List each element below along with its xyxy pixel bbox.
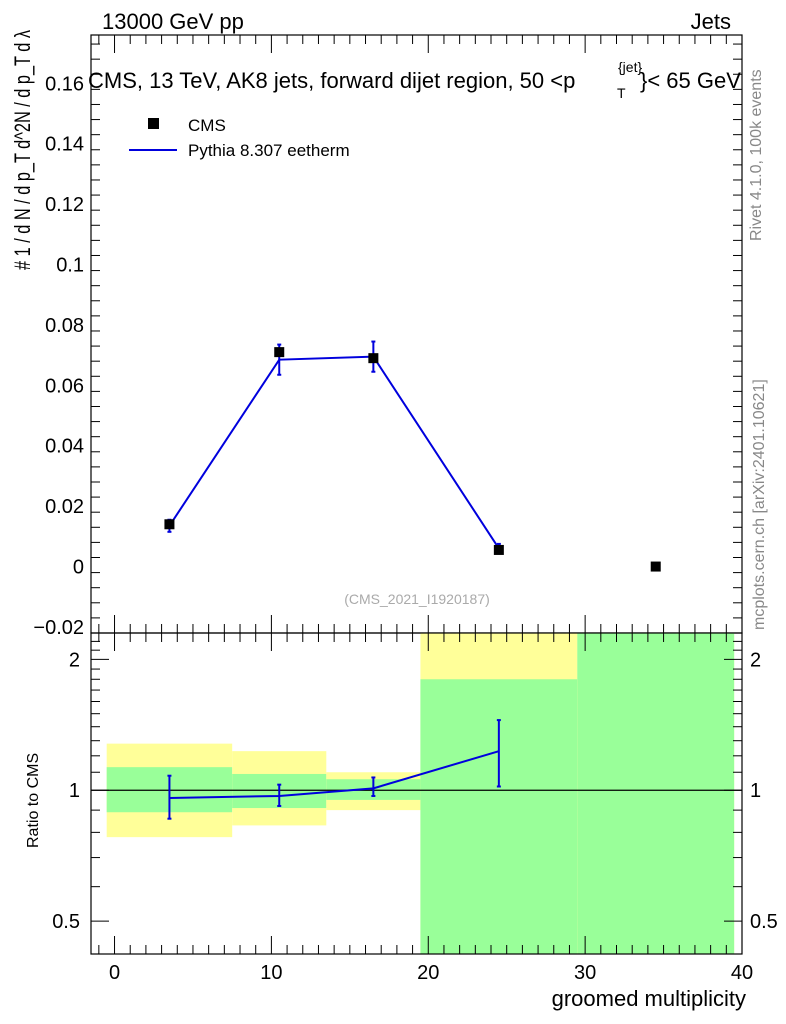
process-label: Jets xyxy=(691,9,731,34)
ratio-y-tick-label-left: 0.5 xyxy=(52,911,80,933)
ratio-y-tick-label-left: 1 xyxy=(69,780,80,802)
main-y-tick-label: 0.08 xyxy=(45,315,84,337)
legend-data-marker xyxy=(148,118,159,129)
legend: CMS Pythia 8.307 eetherm xyxy=(129,116,350,160)
main-y-tick-label: 0.04 xyxy=(45,436,84,458)
title-superscript: {jet} xyxy=(618,59,642,75)
main-y-tick-label: −0.02 xyxy=(33,617,84,639)
x-tick-label: 0 xyxy=(109,962,120,984)
data-point xyxy=(368,353,379,364)
analysis-watermark: (CMS_2021_I1920187) xyxy=(344,591,490,607)
x-tick-label: 30 xyxy=(574,962,596,984)
data-point xyxy=(493,544,504,555)
x-axis-label: groomed multiplicity xyxy=(552,986,746,1011)
ratio-frame xyxy=(90,632,743,955)
main-y-tick-label: 0.16 xyxy=(45,73,84,95)
band-inner-4 xyxy=(577,633,735,954)
energy-label: 13000 GeV pp xyxy=(102,9,244,34)
main-y-tick-label: 0.1 xyxy=(56,255,84,277)
ratio-y-tick-label-right: 0.5 xyxy=(750,911,778,933)
ratio-y-tick-label-right: 2 xyxy=(750,649,761,671)
ratio-plot xyxy=(90,632,743,955)
data-point xyxy=(650,561,661,572)
legend-mc-label: Pythia 8.307 eetherm xyxy=(188,141,350,160)
main-y-tick-label: 0.12 xyxy=(45,194,84,216)
main-y-axis-label: # 1 / d N / d p_T d^2N / d p_T d λ xyxy=(10,30,35,270)
uncertainty-bands xyxy=(106,633,735,954)
x-tick-label: 10 xyxy=(260,962,282,984)
x-tick-label: 20 xyxy=(417,962,439,984)
data-point xyxy=(164,519,175,530)
mc-series-line xyxy=(168,355,500,549)
data-point xyxy=(274,347,285,358)
ratio-y-axis-label: Ratio to CMS xyxy=(25,753,42,848)
title-main: CMS, 13 TeV, AK8 jets, forward dijet reg… xyxy=(88,68,575,93)
rivet-label: Rivet 4.1.0, 100k events xyxy=(748,69,765,241)
chart-marks: 0 10 20 30 40 −0.02 0 0.02 0.04 0.06 0.08 0.1 0.12 0.… xyxy=(33,35,778,984)
mcplots-label: mcplots.cern.ch [arXiv:2401.10621] xyxy=(751,379,768,630)
main-y-tick-label: 0.02 xyxy=(45,496,84,518)
main-y-tick-label: 0.14 xyxy=(45,134,84,156)
legend-data-label: CMS xyxy=(188,116,226,135)
plot-title: CMS, 13 TeV, AK8 jets, forward dijet reg… xyxy=(88,59,741,101)
ratio-mc-line xyxy=(169,750,500,799)
title-end: }< 65 GeV xyxy=(640,68,741,93)
title-subscript: T xyxy=(617,85,626,101)
ratio-y-tick-label-left: 2 xyxy=(69,649,80,671)
ratio-y-tick-label-right: 1 xyxy=(750,780,761,802)
x-tick-label: 40 xyxy=(731,962,753,984)
main-y-tick-label: 0.06 xyxy=(45,375,84,397)
main-y-tick-label: 0 xyxy=(73,557,84,579)
ylabel-main-text: # 1 / d N / d p_T d^2N / d p_T d λ xyxy=(10,30,35,270)
